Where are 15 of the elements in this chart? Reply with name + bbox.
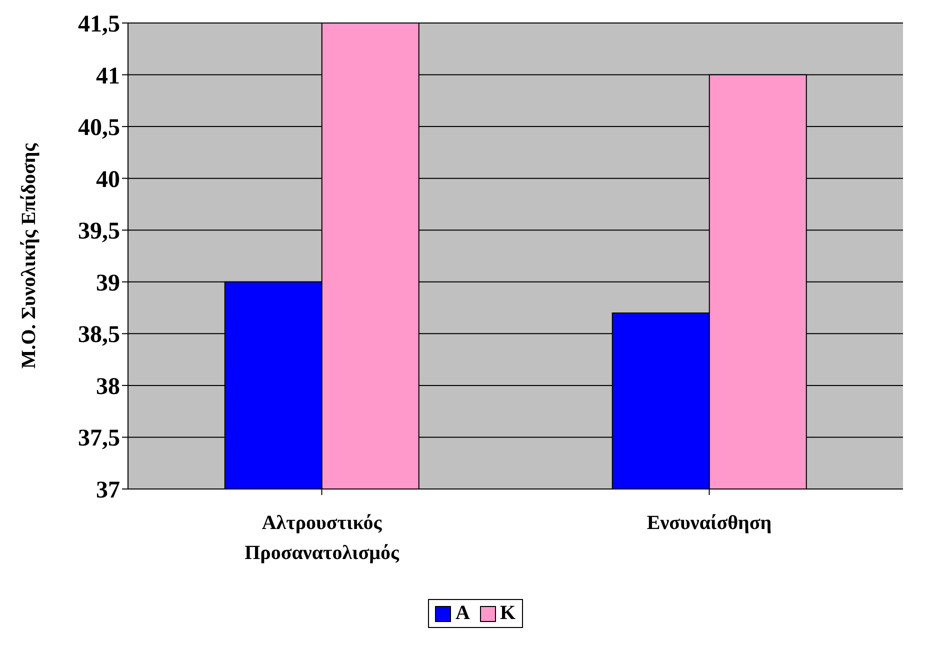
x-tick-label: Ενσυναίσθηση [646,512,772,534]
y-tick-label: 39 [96,270,120,296]
y-tick-label: 37,5 [78,426,120,452]
x-tick-label: Αλτρουστικός Προσανατολισμός [244,512,400,564]
y-tick-label: 41 [96,63,120,90]
y-tick-label: 41,5 [78,12,120,38]
legend-label: Κ [500,602,516,625]
y-axis-title: Μ.Ο. Συνολικής Επίδοσης [18,142,40,369]
legend-label: Α [455,602,470,625]
y-tick-label: 39,5 [78,218,120,245]
y-tick-label: 38 [96,374,120,400]
y-tick-label: 38,5 [78,322,120,348]
y-tick-label: 40,5 [78,115,120,142]
y-tick-label: 37 [96,478,120,504]
y-tick-label: 40 [96,166,120,193]
